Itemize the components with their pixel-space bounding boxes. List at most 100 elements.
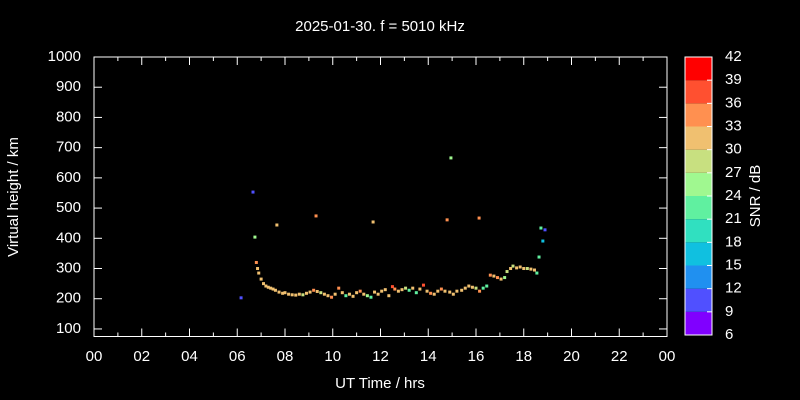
data-point: [259, 277, 263, 281]
colorbar-band: [685, 196, 712, 220]
y-tick-label: 500: [56, 199, 81, 216]
data-point: [495, 276, 499, 280]
data-point: [541, 239, 545, 243]
colorbar-tick-label: 33: [725, 117, 742, 134]
data-point: [429, 291, 433, 295]
x-tick-label: 04: [181, 348, 198, 365]
data-point: [287, 292, 291, 296]
data-point: [376, 292, 380, 296]
data-point: [355, 291, 359, 295]
colorbar-tick-label: 36: [725, 94, 742, 111]
y-tick-label: 200: [56, 290, 81, 307]
data-point: [522, 267, 526, 271]
data-point: [308, 290, 312, 294]
data-point: [371, 220, 375, 224]
colorbar-tick-label: 15: [725, 256, 742, 273]
data-point: [314, 214, 318, 218]
data-point: [256, 267, 260, 271]
data-point: [254, 260, 258, 264]
y-tick-label: 100: [56, 320, 81, 337]
data-point: [477, 216, 481, 220]
y-tick-label: 600: [56, 169, 81, 186]
data-point: [312, 288, 316, 292]
data-point: [347, 292, 351, 296]
data-point: [503, 276, 507, 280]
data-point: [273, 288, 277, 292]
colorbar-band: [685, 242, 712, 266]
data-point: [485, 284, 489, 288]
colorbar-band: [685, 57, 712, 81]
colorbar-label: SNR / dB: [747, 165, 764, 228]
data-point: [455, 289, 459, 293]
data-point: [333, 292, 337, 296]
data-point: [390, 285, 394, 289]
x-tick-label: 22: [611, 348, 628, 365]
colorbar-tick-label: 39: [725, 71, 742, 88]
colorbar-band: [685, 311, 712, 335]
x-tick-label: 02: [133, 348, 150, 365]
plot-frame: [93, 56, 668, 337]
data-point: [294, 293, 298, 297]
data-point: [365, 294, 369, 298]
data-point: [380, 289, 384, 293]
data-point: [439, 287, 443, 291]
colorbar-band: [685, 219, 712, 243]
data-point: [404, 286, 408, 290]
y-tick-label: 400: [56, 229, 81, 246]
data-point: [269, 286, 273, 290]
data-point: [449, 156, 453, 160]
data-point: [344, 294, 348, 298]
data-point: [239, 296, 243, 300]
data-point: [362, 292, 366, 296]
y-axis-label: Virtual height / km: [5, 137, 22, 257]
x-axis-label: UT Time / hrs: [335, 375, 425, 392]
data-point: [414, 291, 418, 295]
data-point: [474, 286, 478, 290]
colorbar-tick-label: 6: [725, 326, 733, 343]
data-point: [369, 295, 373, 299]
data-point: [463, 286, 467, 290]
data-point: [535, 271, 539, 275]
data-point: [448, 290, 452, 294]
colorbar-band: [685, 172, 712, 196]
x-tick-label: 20: [563, 348, 580, 365]
data-point: [418, 287, 422, 291]
data-point: [297, 292, 301, 296]
data-point: [470, 285, 474, 289]
y-tick-label: 700: [56, 139, 81, 156]
colorbar-band: [685, 126, 712, 150]
data-point: [481, 286, 485, 290]
data-point: [290, 293, 294, 297]
colorbar-tick-label: 9: [725, 303, 733, 320]
x-tick-label: 14: [420, 348, 437, 365]
data-point: [251, 190, 255, 194]
data-point: [396, 289, 400, 293]
data-point: [262, 282, 266, 286]
data-point: [322, 292, 326, 296]
data-point: [537, 255, 541, 259]
colorbar-band: [685, 103, 712, 127]
x-tick-label: 18: [515, 348, 532, 365]
data-point: [266, 285, 270, 289]
data-point: [358, 289, 362, 293]
data-point: [436, 289, 440, 293]
data-point: [271, 287, 275, 291]
data-point: [529, 267, 533, 271]
x-tick-label: 16: [468, 348, 485, 365]
data-point: [515, 266, 519, 270]
data-point: [543, 228, 547, 232]
colorbar-tick-label: 27: [725, 164, 742, 181]
data-point: [253, 235, 257, 239]
colorbar-tick-label: 21: [725, 210, 742, 227]
y-tick-label: 900: [56, 78, 81, 95]
data-point: [351, 294, 355, 298]
data-point: [432, 292, 436, 296]
data-point: [373, 290, 377, 294]
data-point: [499, 277, 503, 281]
data-point: [326, 294, 330, 298]
data-point: [525, 267, 529, 271]
y-tick-label: 800: [56, 108, 81, 125]
data-point: [264, 284, 268, 288]
chart-title: 2025-01-30. f = 5010 kHz: [295, 18, 465, 35]
